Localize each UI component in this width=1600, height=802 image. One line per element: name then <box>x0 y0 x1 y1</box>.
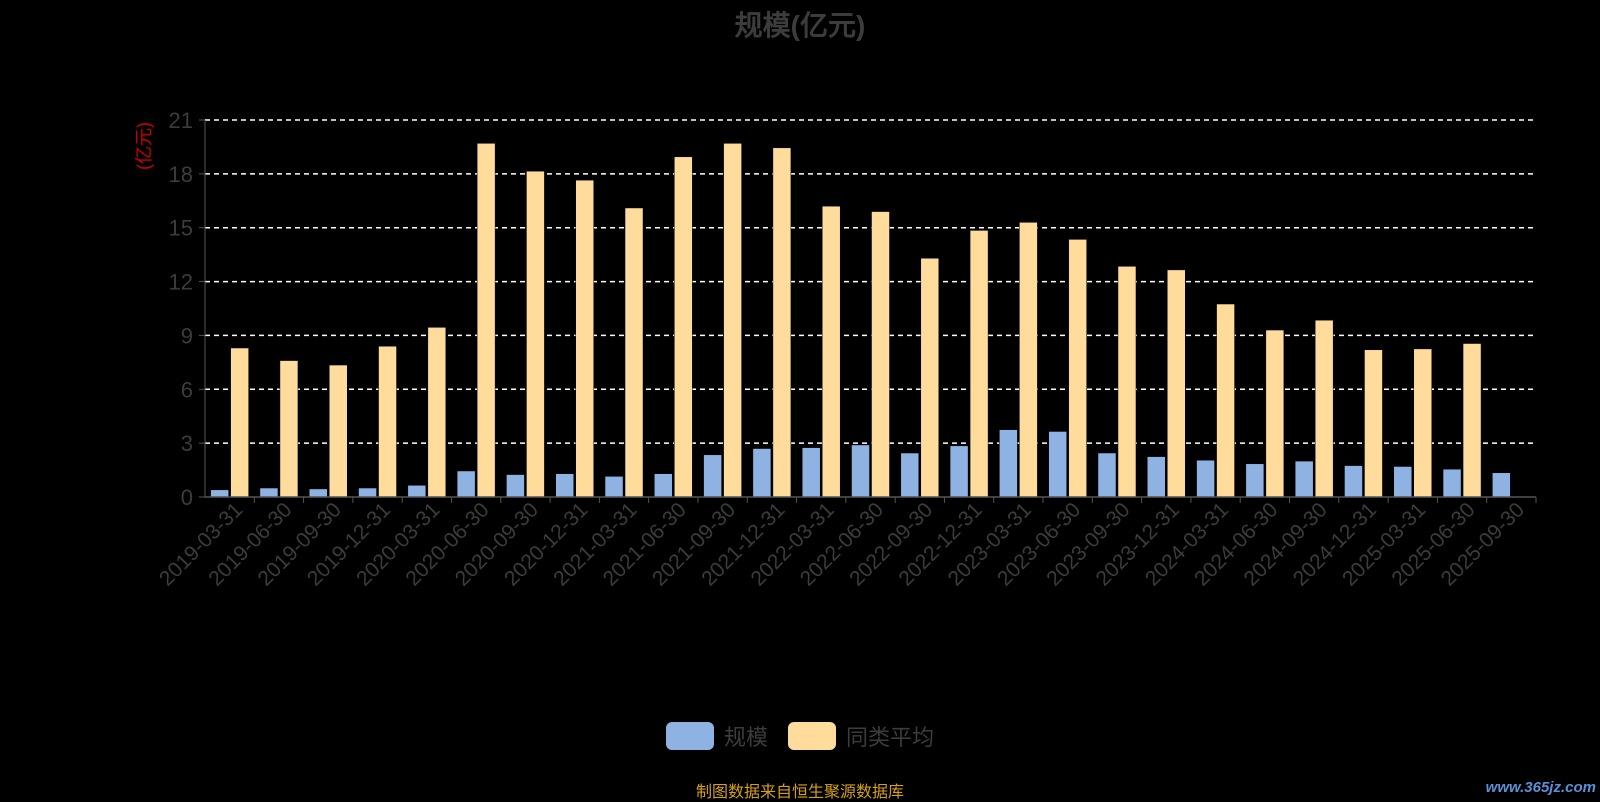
legend: 规模 同类平均 <box>0 720 1600 752</box>
bar-category-average[interactable] <box>871 211 890 498</box>
bar-category-average[interactable] <box>1265 329 1285 498</box>
bar-category-average[interactable] <box>1019 222 1038 498</box>
legend-swatch-category-average <box>788 722 836 750</box>
bar-scale[interactable] <box>1196 459 1215 498</box>
bar-scale[interactable] <box>358 487 377 498</box>
bar-scale[interactable] <box>752 448 772 498</box>
bar-scale[interactable] <box>1442 468 1462 498</box>
bar-scale[interactable] <box>801 447 821 498</box>
bar-scale[interactable] <box>259 487 279 498</box>
bar-category-average[interactable] <box>328 364 348 498</box>
grid-lines <box>205 119 1536 444</box>
bar-category-average[interactable] <box>427 327 447 498</box>
bar-category-average[interactable] <box>723 143 742 498</box>
y-tick-label: 3 <box>181 431 193 456</box>
bar-category-average[interactable] <box>1167 269 1186 498</box>
bar-category-average[interactable] <box>624 207 644 498</box>
legend-label-scale: 规模 <box>723 725 768 750</box>
bar-scale[interactable] <box>1245 463 1265 498</box>
bar-category-average[interactable] <box>230 347 249 498</box>
bar-category-average[interactable] <box>575 179 594 498</box>
bar-scale[interactable] <box>506 474 525 498</box>
bar-scale[interactable] <box>999 429 1018 498</box>
bar-scale[interactable] <box>210 489 229 498</box>
legend-label-category-average: 同类平均 <box>846 725 935 750</box>
bar-category-average[interactable] <box>969 230 989 498</box>
y-tick-label: 9 <box>181 323 193 348</box>
bar-scale[interactable] <box>851 444 870 498</box>
bar-scale[interactable] <box>1492 472 1511 498</box>
bar-scale[interactable] <box>1048 431 1067 498</box>
bar-category-average[interactable] <box>1068 239 1087 498</box>
bar-scale[interactable] <box>555 473 574 498</box>
bar-category-average[interactable] <box>1216 303 1235 498</box>
bar-category-average[interactable] <box>476 143 496 498</box>
bar-category-average[interactable] <box>1462 343 1482 498</box>
bar-scale[interactable] <box>308 488 328 498</box>
bar-scale[interactable] <box>1344 465 1363 498</box>
bar-category-average[interactable] <box>1314 319 1334 498</box>
bar-scale[interactable] <box>1097 452 1117 498</box>
bar-scale[interactable] <box>900 452 920 498</box>
y-axis-label: (亿元) <box>134 122 154 170</box>
y-tick-label: 12 <box>169 270 193 295</box>
bar-scale[interactable] <box>703 454 722 498</box>
bar-category-average[interactable] <box>772 147 792 498</box>
y-tick-label: 6 <box>181 377 193 402</box>
bar-category-average[interactable] <box>1117 266 1137 498</box>
bar-category-average[interactable] <box>920 257 940 498</box>
legend-item-scale[interactable]: 规模 <box>665 720 768 752</box>
bar-scale[interactable] <box>949 445 969 498</box>
bar-category-average[interactable] <box>821 205 841 498</box>
bar-scale[interactable] <box>654 473 673 498</box>
y-tick-label: 0 <box>181 485 193 510</box>
bar-category-average[interactable] <box>526 170 545 498</box>
legend-item-category-average[interactable]: 同类平均 <box>788 720 934 752</box>
bar-scale[interactable] <box>1147 456 1166 498</box>
bar-scale[interactable] <box>1294 460 1314 498</box>
bar-category-average[interactable] <box>279 360 299 498</box>
watermark: www.365jz.com <box>1485 779 1596 796</box>
bar-category-average[interactable] <box>1364 349 1383 498</box>
bar-scale[interactable] <box>456 470 476 498</box>
y-tick-label: 15 <box>169 216 193 241</box>
bar-chart: 0369121518212019-03-312019-06-302019-09-… <box>134 108 1537 590</box>
bar-scale[interactable] <box>1393 466 1413 498</box>
bar-scale[interactable] <box>407 485 427 498</box>
legend-swatch-scale <box>665 722 714 750</box>
bars <box>210 143 1511 498</box>
source-note: 制图数据来自恒生聚源数据库 <box>695 784 904 801</box>
chart-title: 规模(亿元) <box>734 10 866 41</box>
bar-category-average[interactable] <box>378 345 397 498</box>
bar-scale[interactable] <box>604 476 624 498</box>
y-tick-label: 18 <box>169 162 193 187</box>
bar-category-average[interactable] <box>1413 348 1433 498</box>
y-tick-label: 21 <box>169 108 193 133</box>
bar-category-average[interactable] <box>674 156 693 498</box>
